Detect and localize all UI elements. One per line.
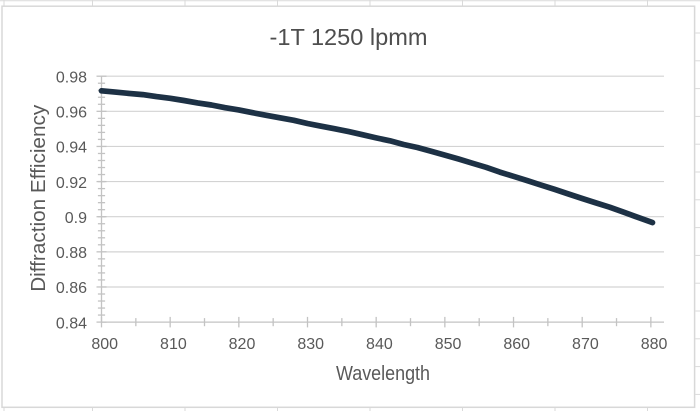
svg-text:830: 830 bbox=[297, 336, 324, 353]
svg-text:820: 820 bbox=[229, 336, 256, 353]
svg-text:880: 880 bbox=[641, 336, 668, 353]
svg-text:-1T 1250 lpmm: -1T 1250 lpmm bbox=[270, 24, 428, 50]
svg-text:840: 840 bbox=[366, 336, 393, 353]
svg-text:800: 800 bbox=[91, 336, 118, 353]
svg-text:0.88: 0.88 bbox=[56, 245, 87, 262]
svg-text:Wavelength: Wavelength bbox=[336, 363, 430, 385]
svg-text:850: 850 bbox=[435, 336, 462, 353]
svg-text:Diffraction Efficiency: Diffraction Efficiency bbox=[28, 105, 50, 292]
svg-text:860: 860 bbox=[503, 336, 530, 353]
svg-text:0.92: 0.92 bbox=[56, 175, 87, 192]
svg-text:810: 810 bbox=[160, 336, 187, 353]
svg-text:0.96: 0.96 bbox=[56, 105, 87, 122]
svg-text:0.94: 0.94 bbox=[56, 140, 87, 157]
svg-text:0.98: 0.98 bbox=[56, 69, 87, 86]
svg-text:870: 870 bbox=[572, 336, 599, 353]
svg-text:0.84: 0.84 bbox=[56, 315, 87, 332]
svg-text:0.86: 0.86 bbox=[56, 280, 87, 297]
svg-text:0.9: 0.9 bbox=[65, 210, 87, 227]
